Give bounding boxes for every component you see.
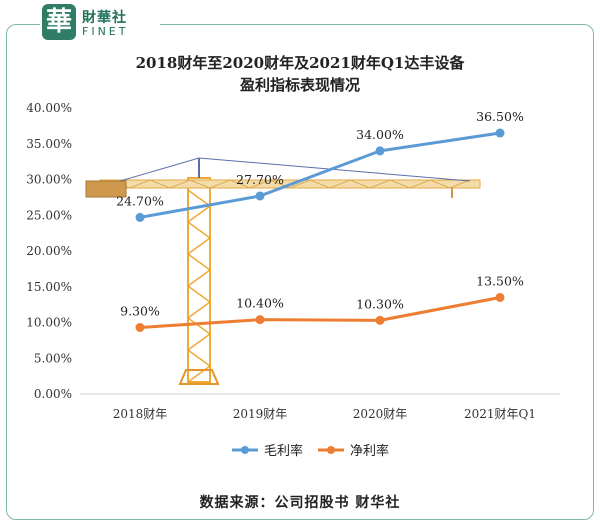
series-net-margin: 9.30% 10.40% 10.30% 13.50% [120, 273, 524, 333]
data-label: 34.00% [356, 127, 404, 142]
data-label: 9.30% [120, 304, 160, 319]
data-point [135, 323, 145, 333]
y-tick-label: 20.00% [26, 244, 72, 258]
data-label: 24.70% [116, 193, 164, 208]
data-point [375, 146, 385, 156]
data-label: 10.30% [356, 296, 404, 311]
data-label: 27.70% [236, 172, 284, 187]
y-tick-label: 25.00% [26, 208, 72, 222]
data-point [375, 315, 385, 325]
chart-title-line2: 盈利指标表现情况 [239, 76, 360, 94]
data-source-note: 数据来源：公司招股书 财华社 [199, 495, 401, 511]
x-axis-labels: 2018财年 2019财年 2020财年 2021财年Q1 [113, 407, 536, 421]
data-point [255, 315, 265, 325]
data-point [255, 191, 265, 201]
series-gross-margin: 24.70% 27.70% 34.00% 36.50% [116, 109, 524, 222]
x-tick-label: 2018财年 [113, 407, 168, 421]
legend-label: 毛利率 [264, 443, 303, 459]
data-point [495, 292, 505, 302]
legend: 毛利率 净利率 [232, 443, 389, 459]
data-point [495, 128, 505, 138]
y-tick-label: 30.00% [26, 173, 72, 187]
y-tick-label: 15.00% [26, 280, 72, 294]
y-tick-label: 10.00% [26, 316, 72, 330]
series-lines: 24.70% 27.70% 34.00% 36.50% 9.30% 10.40% 10.30… [116, 109, 524, 333]
legend-swatch-marker [241, 446, 249, 454]
finet-logo-mark: 華 [42, 4, 76, 40]
legend-item: 毛利率 [232, 443, 303, 459]
series-line [139, 296, 501, 330]
tower-crane-illustration [85, 157, 481, 385]
x-tick-label: 2020财年 [353, 407, 408, 421]
data-label: 10.40% [236, 296, 284, 311]
y-tick-label: 0.00% [34, 387, 72, 401]
series-line [139, 131, 501, 219]
y-tick-label: 35.00% [26, 137, 72, 151]
legend-item: 净利率 [318, 443, 389, 459]
x-tick-label: 2019财年 [233, 407, 288, 421]
finet-logo-english: FINET [82, 25, 129, 38]
chart-frame [6, 24, 594, 520]
legend-swatch-marker [327, 446, 335, 454]
y-tick-label: 40.00% [26, 101, 72, 115]
y-tick-label: 5.00% [34, 351, 72, 365]
data-label: 36.50% [476, 109, 524, 124]
y-axis: 0.00% 5.00% 10.00% 15.00% 20.00% 25.00% 30.00%… [26, 101, 560, 401]
finet-logo-chinese: 財華社 [82, 10, 127, 26]
data-label: 13.50% [476, 273, 524, 288]
finet-logo: 華 財華社 FINET [40, 4, 160, 42]
data-point [135, 212, 145, 222]
x-tick-label: 2021财年Q1 [464, 407, 536, 421]
chart-title-line1: 2018财年至2020财年及2021财年Q1达丰设备 [135, 54, 465, 72]
legend-label: 净利率 [350, 443, 389, 459]
